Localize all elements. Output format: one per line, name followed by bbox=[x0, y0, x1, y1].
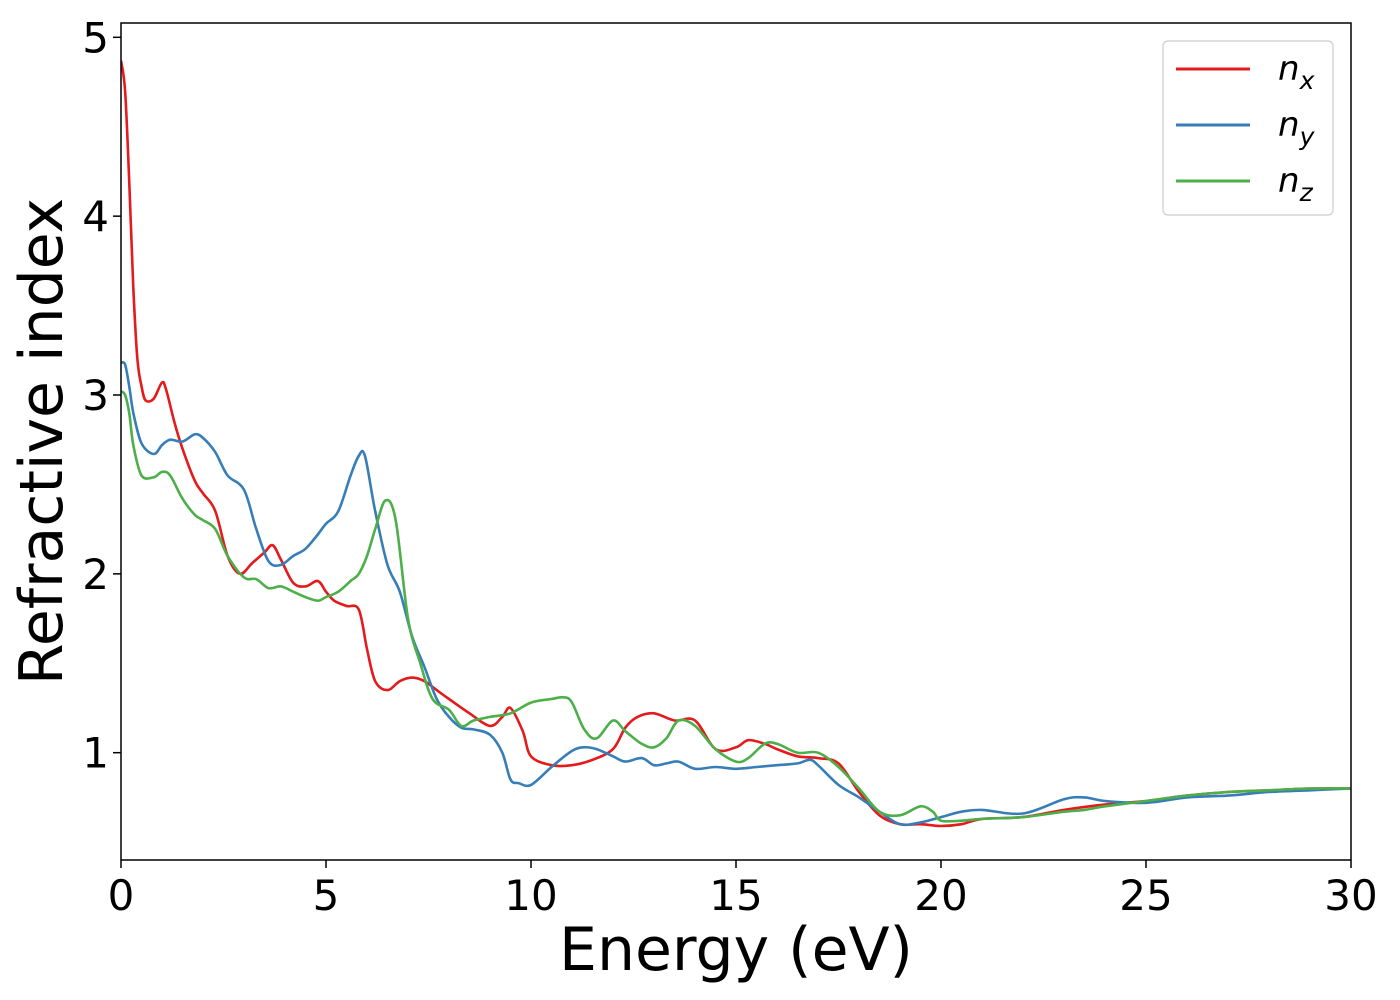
tick-layer: 0 5 10 15 20 25 30 1 2 3 4 5 bbox=[82, 13, 1377, 920]
series-layer bbox=[121, 60, 1351, 828]
y-tick-label: 2 bbox=[82, 550, 109, 599]
x-tick-label: 0 bbox=[108, 871, 135, 920]
x-tick-label: 25 bbox=[1119, 871, 1172, 920]
y-tick-label: 4 bbox=[82, 192, 109, 241]
legend-label-y: ny bbox=[1278, 105, 1316, 151]
series-line-y bbox=[121, 361, 1351, 827]
y-tick-label: 5 bbox=[82, 13, 109, 62]
y-tick-label: 1 bbox=[82, 729, 109, 778]
y-tick-label: 3 bbox=[82, 371, 109, 420]
legend-label-z: nz bbox=[1278, 161, 1314, 207]
x-tick-label: 10 bbox=[504, 871, 557, 920]
x-tick-label: 5 bbox=[313, 871, 340, 920]
legend: nx ny nz bbox=[1162, 40, 1334, 216]
legend-label-x: nx bbox=[1278, 49, 1315, 95]
x-tick-label: 30 bbox=[1324, 871, 1377, 920]
x-tick-label: 20 bbox=[914, 871, 967, 920]
x-tick-label: 15 bbox=[709, 871, 762, 920]
series-line-z bbox=[121, 390, 1351, 823]
y-axis-label: Refractive index bbox=[7, 198, 77, 685]
x-axis-label: Energy (eV) bbox=[559, 915, 913, 985]
legend-box bbox=[1162, 40, 1334, 216]
